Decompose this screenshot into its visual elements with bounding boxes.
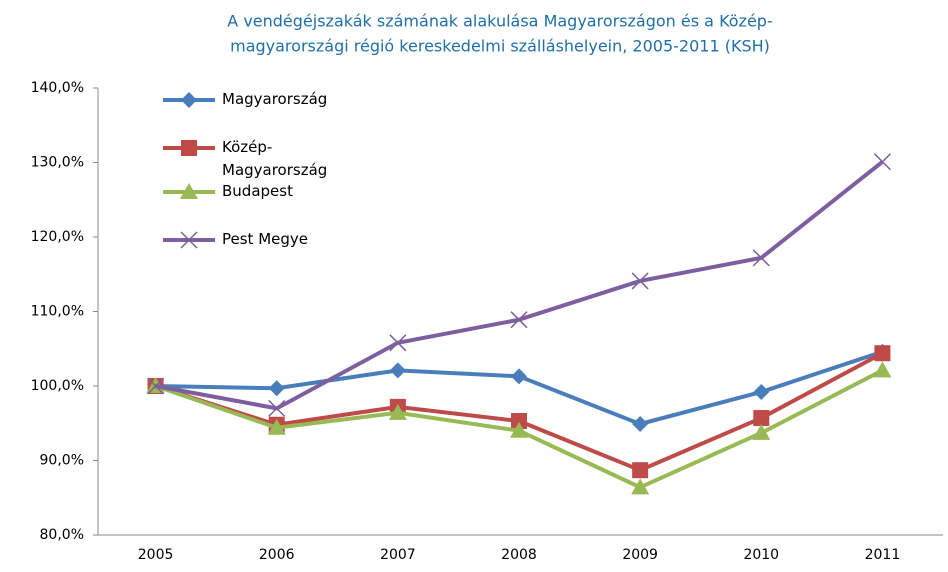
y-tick-label: 130,0% [31, 155, 84, 171]
x-tick-label: 2008 [501, 547, 537, 563]
x-tick-label: 2006 [259, 547, 295, 563]
y-tick-label: 140,0% [31, 80, 84, 96]
marker [632, 415, 649, 432]
legend-label: Magyarország [222, 90, 328, 108]
marker [631, 478, 650, 495]
legend-label: Budapest [222, 182, 293, 200]
marker [753, 410, 770, 427]
marker [510, 311, 528, 329]
marker [147, 377, 165, 395]
y-tick-label: 120,0% [31, 229, 84, 245]
legend-label: Pest Megye [222, 230, 309, 248]
marker [874, 345, 891, 362]
y-tick-label: 90,0% [40, 453, 84, 469]
marker [181, 92, 197, 108]
marker [631, 272, 649, 290]
marker [388, 403, 407, 420]
marker [267, 418, 286, 435]
x-tick-label: 2005 [138, 547, 174, 563]
x-tick-label: 2007 [380, 547, 416, 563]
x-tick-label: 2010 [743, 547, 779, 563]
marker [873, 361, 892, 378]
chart-title: A vendégéjszakák számának alakulása Magy… [227, 12, 772, 31]
legend-label: Közép-Magyarország [222, 138, 328, 179]
y-tick-label: 80,0% [40, 527, 84, 543]
x-tick-label: 2011 [865, 547, 901, 563]
y-tick-label: 110,0% [31, 304, 84, 320]
marker [180, 231, 198, 249]
marker [268, 380, 285, 397]
marker [632, 462, 649, 479]
y-tick-label: 100,0% [31, 378, 84, 394]
marker [511, 413, 527, 430]
marker [511, 368, 527, 385]
marker [181, 140, 197, 156]
marker [268, 399, 286, 417]
marker [873, 153, 891, 171]
marker [752, 249, 770, 267]
marker [389, 334, 407, 352]
marker [752, 423, 771, 440]
marker [389, 362, 406, 379]
chart-title: magyarországi régió kereskedelmi szállás… [230, 37, 770, 56]
x-tick-label: 2009 [622, 547, 658, 563]
marker [180, 183, 198, 199]
marker [510, 421, 528, 438]
marker [753, 383, 770, 400]
